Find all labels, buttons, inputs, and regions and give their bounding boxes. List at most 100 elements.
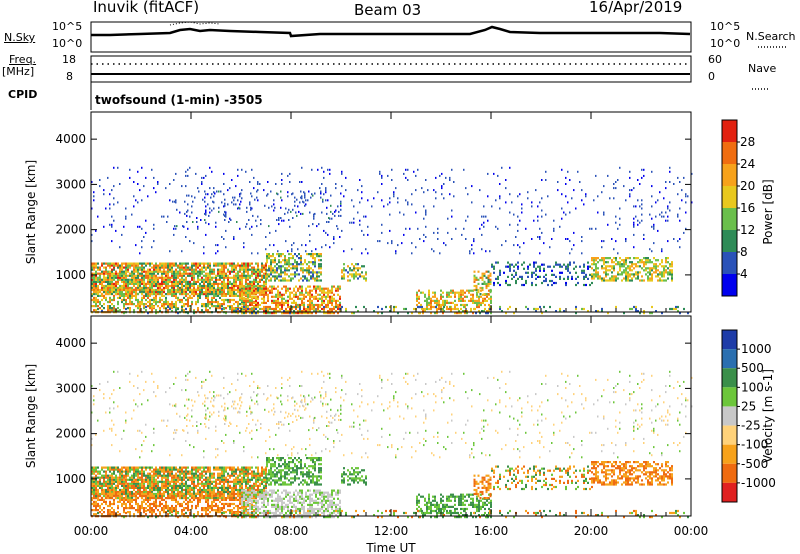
velocity-cell: [159, 466, 161, 469]
power-cell: [93, 282, 95, 285]
power-cell: [418, 295, 420, 298]
power-cell: [263, 268, 265, 271]
power-cell: [204, 200, 206, 203]
power-cell: [99, 266, 101, 269]
velocity-cell: [153, 484, 155, 487]
velocity-cell: [165, 497, 167, 500]
power-cell: [139, 305, 141, 308]
power-cell: [265, 262, 267, 265]
power-cell: [141, 264, 143, 267]
power-cell: [141, 286, 143, 290]
power-cell: [119, 264, 121, 267]
power-cell: [545, 277, 547, 280]
power-cell: [333, 293, 335, 296]
power-cell: [298, 279, 300, 282]
power-cell: [595, 259, 597, 262]
power-cell: [239, 290, 241, 293]
velocity-cell: [191, 482, 193, 485]
power-cell: [321, 307, 323, 311]
power-cell: [201, 305, 203, 308]
power-cell: [167, 309, 169, 312]
power-cell: [97, 262, 99, 265]
power-cell: [127, 278, 129, 281]
power-cell: [665, 265, 667, 268]
power-cell: [161, 272, 163, 275]
power-cell: [647, 275, 649, 278]
power-cell: [617, 261, 619, 264]
velocity-cell: [205, 490, 207, 494]
velocity-cell: [217, 486, 219, 489]
power-cell: [559, 225, 561, 228]
power-cell: [291, 312, 293, 315]
power-cell: [428, 301, 430, 304]
power-cell: [513, 275, 515, 278]
power-cell: [191, 303, 193, 306]
power-cell: [93, 272, 95, 275]
velocity-cell: [143, 478, 145, 481]
power-cell: [477, 278, 480, 281]
power-cell: [257, 284, 259, 288]
power-cell: [448, 291, 450, 294]
power-cell: [223, 274, 225, 277]
velocity-cell: [145, 490, 147, 494]
power-cell: [233, 294, 235, 297]
power-cell: [325, 287, 327, 290]
power-cell: [125, 274, 127, 277]
velocity-cell: [169, 470, 171, 473]
power-cell: [357, 189, 359, 192]
power-cell: [229, 294, 231, 297]
power-cell: [103, 225, 105, 228]
power-cell: [189, 284, 191, 288]
power-cell: [127, 266, 129, 269]
velocity-cell: [131, 484, 133, 487]
velocity-cell: [133, 486, 135, 489]
power-cell: [499, 273, 501, 276]
power-cell: [99, 268, 101, 271]
velocity-cell: [191, 488, 193, 492]
power-cell: [270, 259, 272, 262]
power-cell: [361, 197, 363, 200]
power-cell: [221, 286, 223, 290]
power-cell: [221, 291, 223, 294]
power-cell: [153, 280, 155, 283]
power-cell: [109, 264, 111, 267]
power-cell: [361, 275, 363, 278]
power-cell: [337, 305, 339, 309]
power-cell: [317, 310, 319, 313]
velocity-cell: [171, 476, 173, 479]
power-cell: [559, 263, 561, 266]
power-cell: [131, 276, 133, 279]
power-cell: [297, 303, 299, 307]
power-cell: [111, 189, 113, 192]
velocity-cell: [105, 472, 107, 475]
power-cell: [139, 309, 141, 312]
velocity-cell: [121, 490, 123, 494]
power-cell: [651, 185, 653, 188]
power-cell: [521, 211, 523, 214]
power-cell: [105, 280, 107, 283]
power-cell: [539, 238, 541, 240]
power-cell: [317, 287, 319, 290]
power-cell: [585, 195, 587, 198]
power-cell: [215, 294, 217, 297]
power-cell: [603, 211, 605, 214]
power-cell: [211, 293, 213, 296]
power-cell: [629, 193, 631, 196]
power-cell: [177, 298, 179, 302]
power-cell: [245, 297, 247, 300]
power-cell: [209, 166, 211, 169]
power-cell: [619, 223, 621, 226]
power-cell: [257, 280, 259, 283]
power-cell: [93, 298, 95, 302]
power-cell: [151, 274, 153, 277]
power-cell: [181, 268, 183, 271]
power-cell: [633, 257, 635, 260]
velocity-cell: [97, 482, 99, 485]
velocity-cell: [189, 476, 191, 479]
power-cell: [167, 268, 169, 271]
power-cell: [217, 282, 219, 285]
power-cell: [125, 262, 127, 265]
velocity-cell: [147, 476, 149, 479]
velocity-cell: [147, 478, 149, 481]
power-cell: [438, 301, 440, 304]
